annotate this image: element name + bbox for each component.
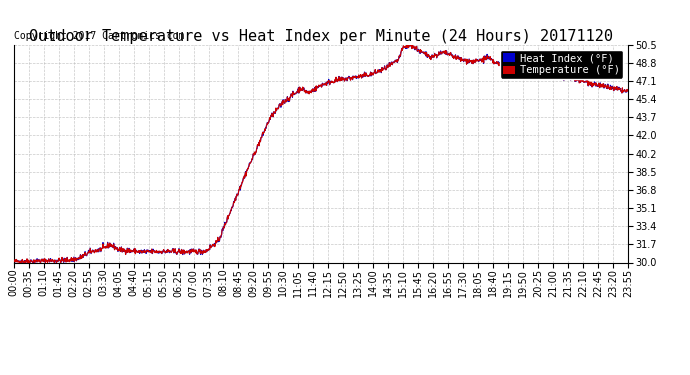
Title: Outdoor Temperature vs Heat Index per Minute (24 Hours) 20171120: Outdoor Temperature vs Heat Index per Mi… <box>29 29 613 44</box>
Legend: Heat Index (°F), Temperature (°F): Heat Index (°F), Temperature (°F) <box>500 50 622 78</box>
Text: Copyright 2017 Cartronics.com: Copyright 2017 Cartronics.com <box>14 31 184 40</box>
